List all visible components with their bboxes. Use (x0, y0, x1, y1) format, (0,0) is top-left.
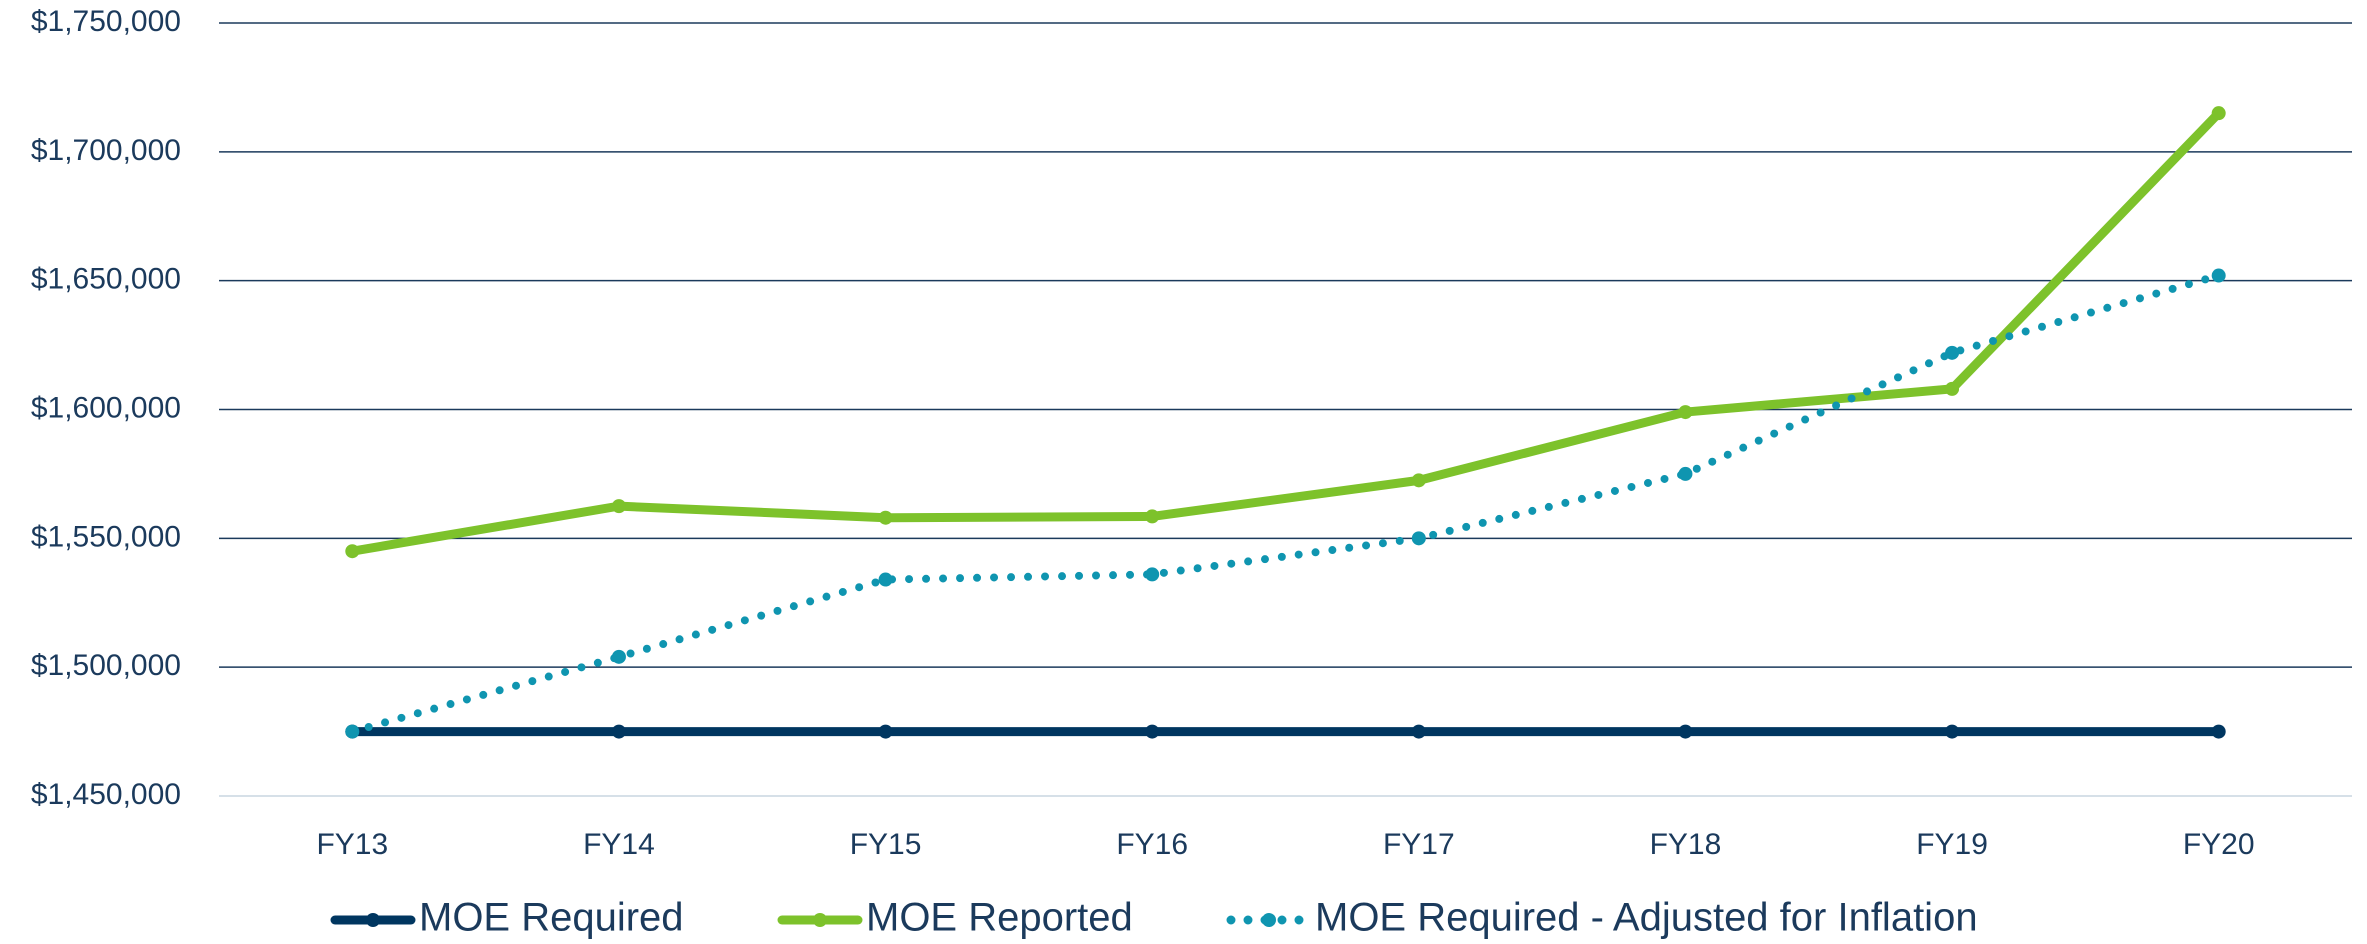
point-marker (1678, 466, 1693, 481)
y-tick-label: $1,450,000 (31, 778, 181, 811)
point-marker (1145, 509, 1160, 524)
x-tick-label: FY18 (1650, 828, 1722, 861)
y-tick-label: $1,550,000 (31, 520, 181, 553)
x-tick-label: FY20 (2183, 828, 2255, 861)
legend-marker (1262, 913, 1276, 927)
point-marker (878, 510, 893, 525)
point-marker (878, 572, 893, 587)
point-marker (611, 724, 626, 739)
y-tick-label: $1,600,000 (31, 391, 181, 424)
point-marker (1411, 473, 1426, 488)
point-marker (1945, 381, 1960, 396)
series-line (348, 271, 2223, 736)
point-marker (2211, 268, 2226, 283)
legend-label: MOE Reported (866, 896, 1133, 940)
point-marker (2211, 106, 2226, 121)
x-tick-label: FY16 (1116, 828, 1188, 861)
point-marker (1945, 724, 1960, 739)
point-marker (1411, 531, 1426, 546)
y-tick-label: $1,500,000 (31, 649, 181, 682)
x-tick-label: FY17 (1383, 828, 1455, 861)
point-marker (611, 649, 626, 664)
x-tick-label: FY15 (850, 828, 922, 861)
x-tick-label: FY19 (1916, 828, 1988, 861)
x-tick-label: FY13 (316, 828, 388, 861)
y-tick-label: $1,750,000 (31, 5, 181, 38)
legend-label: MOE Required (419, 896, 684, 940)
legend-label: MOE Required - Adjusted for Inflation (1315, 896, 1978, 940)
y-tick-label: $1,700,000 (31, 134, 181, 167)
point-marker (1411, 724, 1426, 739)
point-marker (345, 544, 360, 559)
y-tick-label: $1,650,000 (31, 263, 181, 296)
point-marker (1145, 724, 1160, 739)
point-marker (1678, 405, 1693, 420)
point-marker (2211, 724, 2226, 739)
point-marker (878, 724, 893, 739)
point-marker (345, 724, 360, 739)
legend-marker (813, 913, 827, 927)
x-tick-label: FY14 (583, 828, 655, 861)
point-marker (611, 499, 626, 514)
point-marker (1945, 345, 1960, 360)
series-line (347, 108, 2224, 556)
legend-marker (366, 913, 380, 927)
point-marker (1145, 567, 1160, 582)
point-marker (1678, 724, 1693, 739)
